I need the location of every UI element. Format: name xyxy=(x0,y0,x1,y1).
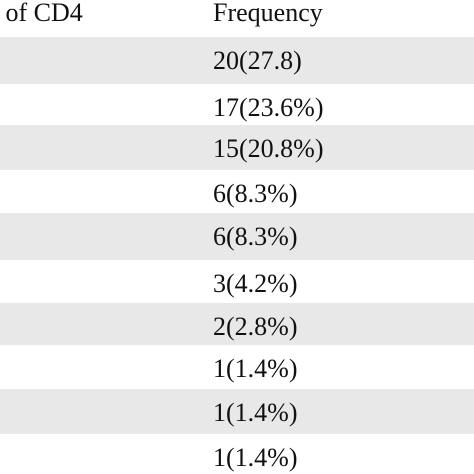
table-row: 3(4.2%) xyxy=(0,260,474,307)
table-cell-frequency: 1(1.4%) xyxy=(213,443,298,472)
table-row: 9 20(27.8) xyxy=(0,37,474,84)
header-cell-frequency: Frequency xyxy=(213,0,323,27)
table-cell-frequency: 3(4.2%) xyxy=(213,269,298,298)
table-cell-frequency: 1(1.4%) xyxy=(213,354,298,383)
header-cell-cd4: n of CD4 xyxy=(0,0,83,27)
table-row: 2(2.8%) xyxy=(0,303,474,350)
table-row: 1(1.4%) xyxy=(0,434,474,474)
table-cell-frequency: 2(2.8%) xyxy=(213,312,298,341)
table-row: 3 6(8.3%) xyxy=(0,213,474,260)
table-cell-frequency: 1(1.4%) xyxy=(213,398,298,427)
table-row: 5 15(20.8%) xyxy=(0,125,474,172)
table-header-row: n of CD4 Frequency xyxy=(0,0,474,30)
table-row: 9 17(23.6%) xyxy=(0,84,474,131)
table-cell-frequency: 6(8.3%) xyxy=(213,222,298,251)
table-cell-frequency: 6(8.3%) xyxy=(213,179,298,208)
table-row: 1 6(8.3%) xyxy=(0,170,474,217)
table-cell-frequency: 20(27.8) xyxy=(213,46,302,75)
table-row: 1(1.4%) xyxy=(0,389,474,436)
table-cell-frequency: 17(23.6%) xyxy=(213,93,324,122)
table-row: 1(1.4%) xyxy=(0,345,474,392)
table-cell-frequency: 15(20.8%) xyxy=(213,134,324,163)
